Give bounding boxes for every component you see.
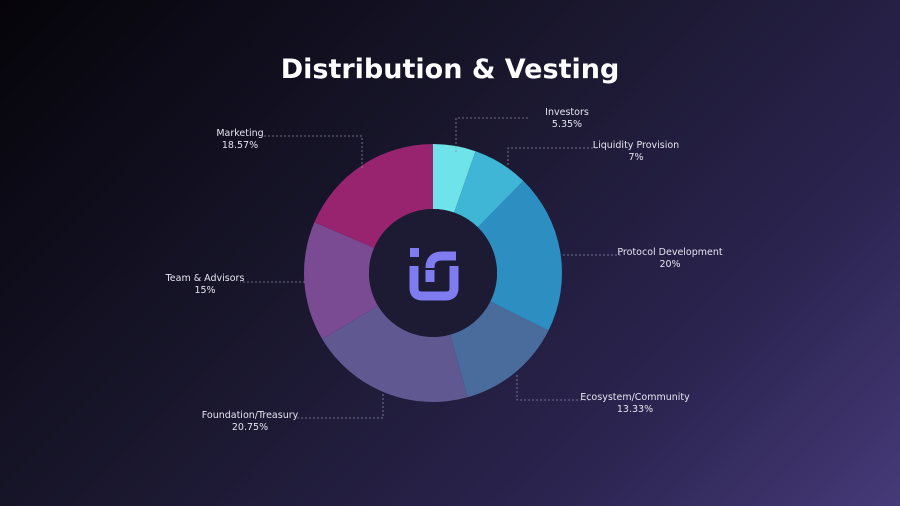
slice [314, 144, 433, 248]
slice-label: Team & Advisors [165, 273, 245, 284]
value-label: 15% [194, 285, 215, 296]
value-label: 13.33% [617, 404, 653, 415]
donut [304, 144, 562, 402]
slice [304, 222, 379, 340]
slice [433, 144, 476, 213]
slice [322, 305, 468, 402]
leader-line [516, 375, 590, 401]
slice-label: Protocol Development [617, 247, 723, 258]
leader-line [507, 147, 598, 165]
value-label: 7% [628, 152, 643, 163]
value-label: 5.35% [552, 119, 582, 130]
chart-title: Distribution & Vesting [281, 54, 620, 85]
leader-line [295, 394, 384, 419]
slice-label: Liquidity Provision [593, 140, 679, 151]
slice-label: Marketing [216, 128, 263, 139]
slice [450, 301, 549, 398]
leader-line [262, 135, 363, 168]
value-label: 20% [659, 259, 680, 270]
leader-line [455, 117, 530, 152]
slice-label: Investors [545, 107, 589, 118]
slice [477, 180, 562, 331]
slice-label: Ecosystem/Community [580, 392, 690, 403]
slice [454, 151, 524, 228]
slice-label: Foundation/Treasury [202, 410, 299, 421]
logo [409, 248, 459, 301]
value-label: 18.57% [222, 140, 258, 151]
value-label: 20.75% [232, 422, 268, 433]
